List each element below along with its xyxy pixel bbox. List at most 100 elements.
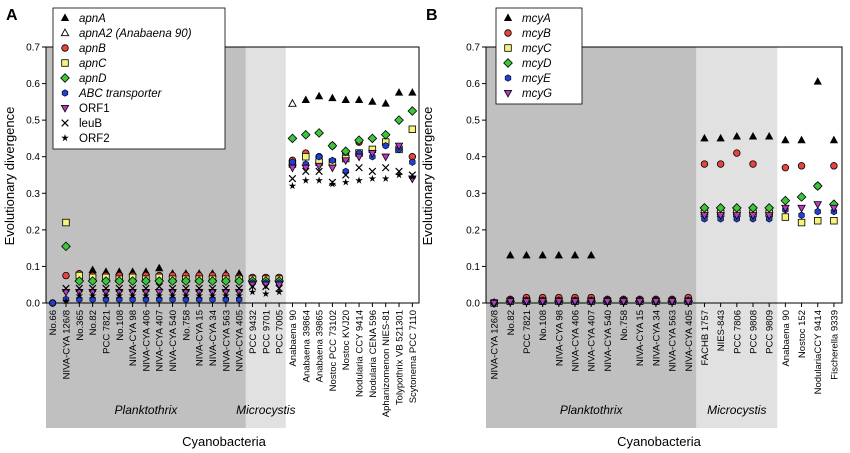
point-leub bbox=[288, 174, 297, 183]
legend-label-apnb: apnB bbox=[79, 43, 106, 55]
point-apnd bbox=[234, 276, 245, 286]
point-apnd bbox=[194, 276, 205, 286]
x-tick-label: Anabaena 90 bbox=[288, 310, 299, 367]
x-tick-label: NIVA-CYA 406 bbox=[141, 310, 152, 371]
point-mcyg bbox=[797, 204, 806, 213]
point-mcya bbox=[829, 135, 839, 144]
point-apnd bbox=[314, 128, 324, 138]
legend-marker-mcyd bbox=[503, 58, 513, 68]
legend-label-mcyc: mcyC bbox=[522, 43, 552, 55]
legend-label-mcye: mcyE bbox=[522, 73, 551, 85]
legend-box bbox=[495, 7, 583, 105]
point-apnd bbox=[141, 276, 151, 286]
point-apna2 bbox=[288, 98, 297, 107]
x-tick-label: NIVA-CYA 126/8 bbox=[490, 310, 501, 379]
x-tick-label: NIVA-CYA 406 bbox=[571, 310, 582, 371]
point-leub bbox=[208, 284, 217, 293]
point-orf1 bbox=[288, 164, 297, 173]
point-orf2 bbox=[262, 289, 270, 298]
x-tick-label: No.365 bbox=[75, 310, 86, 341]
x-tick-label: NIVA-CYA 15 bbox=[635, 310, 646, 366]
point-mcya bbox=[748, 132, 758, 140]
point-orf2 bbox=[248, 288, 257, 296]
group-labels-a: Planktothrix Microcystis bbox=[115, 403, 296, 417]
point-abc-transporter bbox=[49, 299, 56, 307]
point-leub bbox=[62, 284, 70, 293]
point-leub bbox=[315, 167, 323, 176]
point-leub bbox=[262, 282, 270, 291]
point-mcye bbox=[814, 207, 821, 216]
legend-marker-mcya bbox=[503, 13, 513, 21]
y-tick-label: 0.6 bbox=[26, 79, 40, 90]
y-tick-label: 0.3 bbox=[26, 189, 40, 200]
x-tick-label: PCC 9432 bbox=[248, 310, 259, 354]
point-mcyg bbox=[813, 201, 823, 210]
y-tick-label: 0.4 bbox=[26, 152, 40, 163]
y-tick-label: 0.4 bbox=[466, 152, 480, 163]
point-mcya bbox=[522, 250, 531, 259]
point-mcyg bbox=[505, 298, 515, 306]
point-mcyc bbox=[797, 218, 806, 227]
point-apnd bbox=[220, 276, 231, 286]
x-tick-label: NIVA-CYA 15 bbox=[195, 310, 206, 366]
point-apna bbox=[301, 95, 310, 103]
x-axis-label-b: Cyanobacteria bbox=[617, 434, 702, 449]
x-tick-label: No.82 bbox=[506, 310, 517, 335]
point-mcya bbox=[797, 135, 806, 144]
x-tick-label: PCC 9701 bbox=[261, 310, 272, 354]
point-orf2 bbox=[88, 291, 97, 299]
point-mcya bbox=[732, 132, 741, 140]
group-label-planktothrix: Planktothrix bbox=[560, 403, 624, 417]
x-tick-label: FACHB 1757 bbox=[700, 310, 711, 365]
x-ticks-a: No.66 NIVA-CYA 126/8 No.365 No.82 PCC 7821 No… bbox=[48, 303, 419, 417]
x-tick-label: Nostoc KVJ20 bbox=[341, 310, 352, 370]
point-orf2 bbox=[115, 291, 124, 299]
point-mcya bbox=[587, 250, 596, 259]
point-apna bbox=[408, 88, 417, 96]
y-tick-label: 0.1 bbox=[26, 262, 40, 273]
point-apnd bbox=[340, 146, 351, 157]
y-tick-label: 0.2 bbox=[466, 225, 480, 236]
legend-a: apnA apnA2 (Anabaena 90) apnB apnC apnD ABC t… bbox=[52, 7, 226, 150]
x-tick-label: NIVA-CYA 98 bbox=[554, 310, 565, 366]
group-shading-b bbox=[486, 47, 778, 428]
point-mcyg bbox=[651, 298, 661, 306]
y-tick-label: 0.7 bbox=[26, 43, 40, 54]
legend-marker-orf2 bbox=[61, 134, 69, 142]
point-apna bbox=[394, 88, 404, 96]
point-leub bbox=[235, 284, 243, 293]
legend-label-mcya: mcyA bbox=[522, 13, 551, 25]
y-tick-label: 0.6 bbox=[466, 79, 480, 90]
y-tick-label: 0.3 bbox=[466, 189, 480, 200]
x-tick-label: Fischerella 9339 bbox=[829, 310, 840, 380]
point-mcyg bbox=[619, 298, 628, 306]
panel-b: B Evolutionary divergence Cyanobacteria … bbox=[420, 7, 843, 449]
point-leub bbox=[368, 167, 377, 176]
legend-marker-mcye bbox=[504, 74, 512, 82]
point-apnd bbox=[300, 129, 311, 140]
point-apnd bbox=[74, 276, 85, 286]
legend-marker-apna2 bbox=[60, 28, 70, 37]
point-mcyg bbox=[781, 204, 790, 213]
point-mcyd bbox=[796, 192, 807, 202]
point-mcyb bbox=[749, 160, 757, 168]
legend-marker-mcyg bbox=[503, 89, 513, 98]
point-mcya bbox=[554, 250, 563, 259]
point-orf2 bbox=[102, 291, 110, 299]
point-orf2 bbox=[302, 176, 310, 184]
point-mcyg bbox=[570, 298, 580, 306]
point-mcyb bbox=[733, 149, 741, 157]
point-mcyc bbox=[830, 217, 838, 225]
point-leub bbox=[88, 284, 97, 293]
point-orf2 bbox=[208, 291, 217, 299]
point-apna bbox=[328, 93, 337, 102]
x-tick-label: Nodularia CENA 596 bbox=[368, 310, 379, 398]
point-mcyb bbox=[700, 160, 709, 168]
point-mcyg bbox=[764, 212, 774, 221]
plot-frame bbox=[45, 46, 420, 304]
point-orf2 bbox=[235, 291, 243, 299]
legend-marker-apnb bbox=[61, 44, 69, 52]
legend-label-leub: leuB bbox=[79, 118, 102, 130]
point-orf1 bbox=[274, 281, 284, 290]
